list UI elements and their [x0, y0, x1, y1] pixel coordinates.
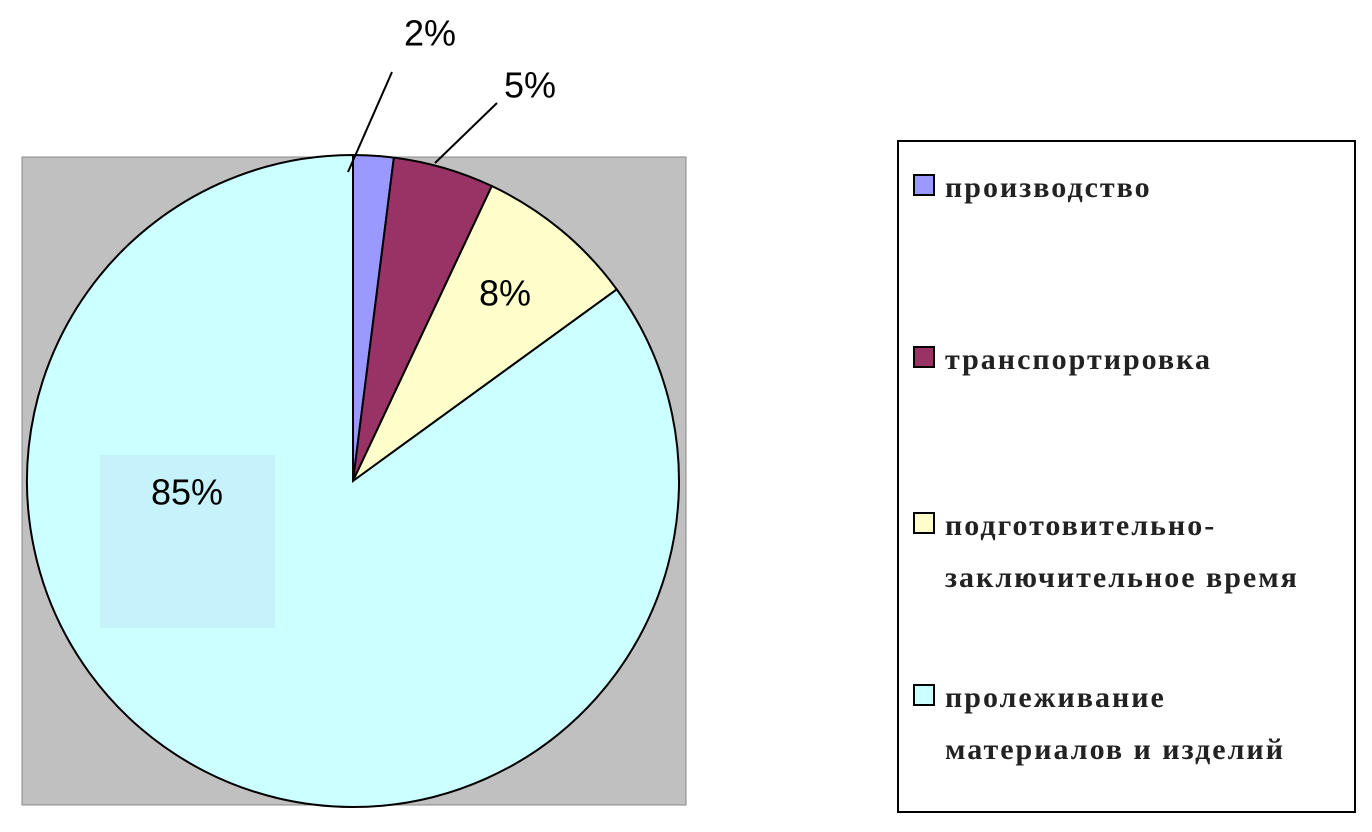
data-label: 5% [504, 65, 556, 106]
legend: производство транспортировка подготовитель… [897, 140, 1356, 813]
pie-slice [352, 184, 619, 482]
leader-line [434, 102, 498, 164]
legend-label: производство [945, 171, 1152, 204]
legend-item: подготовительно-заключительное время [913, 500, 1313, 604]
pie [26, 153, 680, 808]
legend-swatch [913, 174, 935, 196]
legend-label: подготовительно-заключительное время [945, 509, 1299, 594]
legend-swatch [913, 346, 935, 368]
legend-item: пролеживание материалов и изделий [913, 672, 1313, 776]
legend-label: пролеживание материалов и изделий [945, 681, 1285, 766]
pie-slice [26, 153, 680, 808]
legend-swatch [913, 684, 935, 706]
label-box [100, 455, 275, 628]
data-label: 2% [404, 13, 456, 54]
legend-swatch [913, 512, 935, 534]
legend-item: производство [913, 162, 1313, 214]
data-label: 8% [479, 273, 531, 314]
leader-line [347, 71, 393, 173]
legend-item: транспортировка [913, 334, 1313, 386]
data-label: 85% [151, 472, 223, 513]
legend-label: транспортировка [945, 343, 1212, 376]
